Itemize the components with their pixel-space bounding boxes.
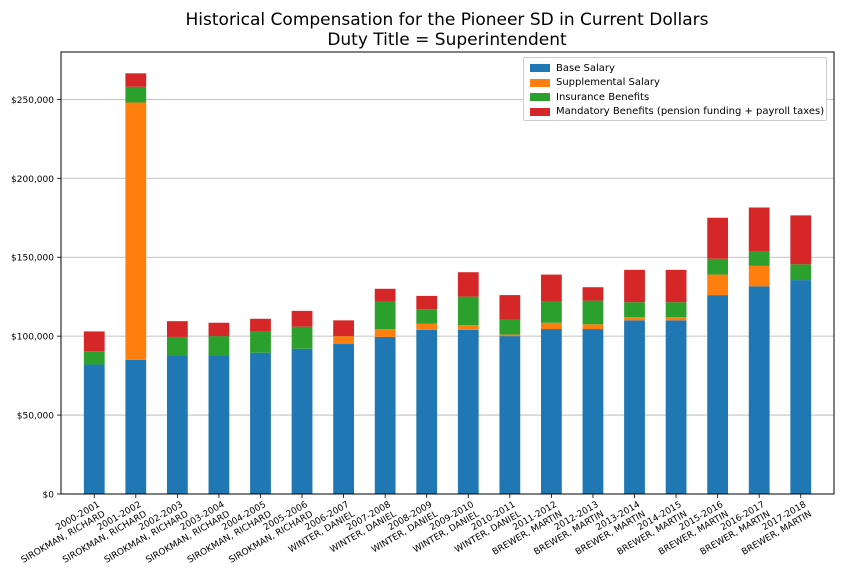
- bar-segment: [582, 300, 604, 325]
- y-tick-label: $50,000: [17, 412, 54, 422]
- bar-segment: [250, 331, 271, 353]
- bar-segment: [333, 320, 354, 337]
- bar-segment: [457, 329, 479, 494]
- bar-segment: [83, 351, 105, 365]
- y-tick-label: $150,000: [11, 254, 54, 264]
- bar-segment: [790, 280, 812, 494]
- bar-segment: [582, 287, 604, 301]
- bar-segment: [582, 329, 604, 494]
- bar-segment: [541, 301, 562, 323]
- bar-segment: [748, 286, 770, 494]
- legend-item: Mandatory Benefits (pension funding + pa…: [530, 105, 826, 120]
- bar-segment: [374, 336, 396, 494]
- bar-segment: [499, 295, 521, 320]
- plot-frame: [60, 51, 835, 495]
- bar-segment: [416, 329, 438, 494]
- legend-item: Insurance Benefits: [530, 90, 826, 105]
- bar-segment: [250, 352, 271, 494]
- bar-segment: [541, 322, 562, 330]
- bar-segment: [790, 264, 812, 281]
- bar-segment: [624, 317, 645, 321]
- bar-segment: [208, 336, 230, 356]
- bar-segment: [457, 325, 479, 330]
- bar-segment: [665, 317, 687, 321]
- legend-swatch: [530, 107, 550, 116]
- legend-swatch: [530, 64, 550, 73]
- bar-segment: [624, 302, 645, 318]
- legend-label: Supplemental Salary: [556, 77, 660, 89]
- legend-item: Base Salary: [530, 61, 826, 76]
- bar-segment: [541, 274, 562, 302]
- bar-segment: [83, 364, 105, 494]
- chart-title: Historical Compensation for the Pioneer …: [186, 10, 709, 50]
- legend-label: Insurance Benefits: [556, 91, 650, 103]
- legend-label: Mandatory Benefits (pension funding + pa…: [556, 106, 825, 118]
- bar-segment: [83, 331, 105, 352]
- bar-segment: [790, 215, 812, 265]
- bar-segment: [748, 207, 770, 252]
- bar-segment: [208, 322, 230, 337]
- bar-segment: [166, 355, 188, 494]
- bar-segment: [291, 310, 313, 327]
- bar-segment: [333, 344, 354, 494]
- bar-segment: [499, 319, 521, 335]
- bar-segment: [665, 302, 687, 318]
- legend: Base Salary Supplemental Salary Insurance …: [523, 57, 827, 121]
- bars: [83, 73, 812, 494]
- y-axis: $0 $50,000 $100,000 $150,000 $200,000 $250,00…: [11, 96, 61, 501]
- bar-segment: [125, 359, 147, 494]
- bar-segment: [582, 324, 604, 330]
- bar-segment: [665, 269, 687, 303]
- bar-segment: [374, 329, 396, 337]
- bar-segment: [374, 301, 396, 330]
- bar-segment: [748, 265, 770, 287]
- bar-segment: [416, 323, 438, 330]
- bar-segment: [707, 258, 729, 275]
- legend-swatch: [530, 78, 550, 87]
- bar-segment: [457, 272, 479, 297]
- bar-segment: [208, 355, 230, 494]
- bar-segment: [748, 251, 770, 266]
- bar-segment: [624, 320, 645, 494]
- legend-label: Base Salary: [556, 62, 615, 74]
- bar-segment: [499, 334, 521, 337]
- y-tick-label: $200,000: [11, 175, 54, 185]
- bar-segment: [416, 309, 438, 324]
- grid-lines: [61, 98, 834, 416]
- legend-item: Supplemental Salary: [530, 76, 826, 91]
- bar-segment: [707, 274, 729, 296]
- bar-segment: [166, 321, 188, 337]
- bar-segment: [624, 269, 645, 303]
- bar-segment: [707, 295, 729, 494]
- bar-segment: [374, 288, 396, 302]
- bar-segment: [499, 336, 521, 494]
- legend-swatch: [530, 93, 550, 102]
- bar-segment: [125, 102, 147, 360]
- bar-segment: [291, 326, 313, 349]
- bar-segment: [541, 329, 562, 494]
- bar-segment: [250, 318, 271, 332]
- bar-segment: [125, 73, 147, 87]
- bar-segment: [665, 320, 687, 494]
- bar-segment: [166, 336, 188, 356]
- bar-segment: [291, 348, 313, 494]
- bar-segment: [333, 336, 354, 345]
- y-tick-label: $0: [43, 491, 55, 501]
- bar-segment: [416, 295, 438, 310]
- bar-segment: [125, 86, 147, 103]
- bar-segment: [457, 296, 479, 326]
- y-tick-label: $250,000: [11, 96, 54, 106]
- y-tick-label: $100,000: [11, 333, 54, 343]
- bar-segment: [707, 217, 729, 259]
